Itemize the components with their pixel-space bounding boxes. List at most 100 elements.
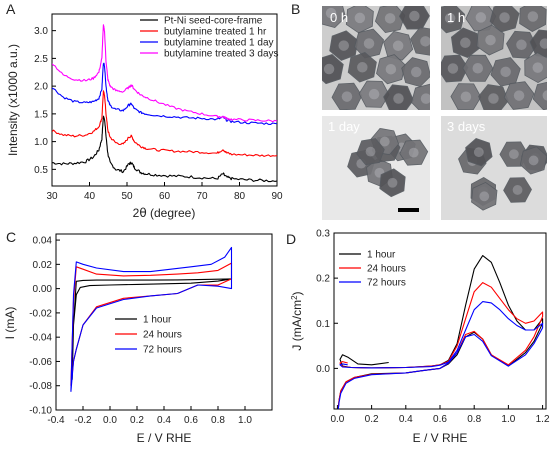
orr-x-tick-label: 0.0 xyxy=(330,414,344,425)
panel-label-b: B xyxy=(291,1,300,17)
xrd-y-tick-label: 2.5 xyxy=(34,54,48,65)
tem-particles xyxy=(458,138,547,211)
orr-x-tick-label: 0.6 xyxy=(433,414,447,425)
orr-y-axis-title: J (mA/cm2) xyxy=(290,291,304,350)
tem-nanoframe-core xyxy=(354,12,366,24)
tem-nanoframe xyxy=(383,30,414,61)
tem-nanoframe xyxy=(524,52,547,84)
xrd-series-group xyxy=(52,24,277,183)
tem-image-1h xyxy=(441,6,547,110)
tem-nanoframe-core xyxy=(500,66,511,78)
tem-nanoframe-core xyxy=(542,90,547,101)
tem-nanoframe-core xyxy=(512,185,523,195)
tem-nanoframe-core xyxy=(325,7,337,19)
tem-nanoframe-core xyxy=(410,66,422,78)
xrd-chart: 30 40 50 60 70 80 90 0.5 1.0 1.5 2.0 2.5 3.0 Pt-Ni s… xyxy=(6,13,283,220)
tem-particles xyxy=(441,6,547,110)
xrd-y-tick-label: 0.5 xyxy=(34,165,48,176)
orr-legend-label: 24 hours xyxy=(367,264,406,275)
orr-plot-frame xyxy=(333,232,547,410)
cv-y-tick-label: -0.02 xyxy=(29,308,52,319)
orr-x-tick-label: 0.8 xyxy=(467,414,481,425)
tem-nanoframe xyxy=(490,57,521,87)
tem-label-1h: 1 h xyxy=(447,10,465,25)
cv-legend-label: 72 hours xyxy=(143,345,182,356)
tem-nanoframe xyxy=(503,177,532,203)
xrd-y-tick-label: 2.0 xyxy=(34,82,48,93)
cv-chart: -0.4 -0.2 0.0 0.2 0.4 0.6 0.8 1.0 -0.10 -0.08 -0.0… xyxy=(3,233,273,445)
orr-series-group xyxy=(337,255,544,409)
cv-series-1-hour xyxy=(71,278,233,380)
scale-bar xyxy=(398,208,419,212)
xrd-legend-label: butylamine treated 1 day xyxy=(164,38,274,49)
tem-nanoframe-core xyxy=(385,63,397,75)
tem-nanoframe-core xyxy=(387,177,398,188)
tem-nanoframe-core xyxy=(532,62,544,73)
orr-y-tick-label: 0.3 xyxy=(316,229,330,240)
orr-x-tick-label: 0.2 xyxy=(365,414,379,425)
tem-nanoframe-core xyxy=(475,12,487,23)
tem-nanoframe-core xyxy=(393,93,404,104)
tem-nanoframe-core xyxy=(485,34,496,46)
tem-nanoframe xyxy=(356,138,385,166)
xrd-y-tick-label: 1.5 xyxy=(34,109,48,120)
xrd-x-axis-title-part: 2 xyxy=(133,206,140,220)
orr-legend: 1 hour 24 hours 72 hours xyxy=(339,250,406,289)
tem-nanoframe-core xyxy=(444,13,456,24)
cv-x-tick-label: -0.2 xyxy=(74,415,92,426)
cv-y-tick-label: -0.08 xyxy=(29,381,52,392)
tem-nanoframe-core xyxy=(420,36,430,47)
tem-label-3days: 3 days xyxy=(447,119,486,134)
tem-nanoframe-core xyxy=(368,88,380,100)
tem-micrograph-grid: 0 h 1 h 1 day 3 days xyxy=(322,6,547,220)
tem-image-3days xyxy=(441,116,547,220)
cv-y-tick-label: -0.10 xyxy=(29,406,52,417)
tem-nanoframe-core xyxy=(460,37,471,49)
xrd-series-butylamine-treated-1-hr xyxy=(52,90,277,157)
tem-nanoframe-core xyxy=(473,147,484,158)
xrd-y-axis-title: Intensity (x1000 a.u.) xyxy=(6,44,20,156)
orr-y-tick-label: 0.1 xyxy=(316,319,330,330)
tem-nanoframe xyxy=(379,168,406,198)
xrd-x-tick-label: 40 xyxy=(84,191,96,202)
tem-nanoframe xyxy=(322,53,344,85)
cv-y-tick-label: -0.06 xyxy=(29,357,52,368)
tem-nanoframe-core xyxy=(365,146,376,157)
cv-x-tick-label: 0.0 xyxy=(103,415,117,426)
xrd-x-axis-title-theta: θ xyxy=(139,206,146,220)
tem-nanoframe-core xyxy=(460,91,472,103)
tem-nanoframe xyxy=(347,52,377,83)
orr-chart: 0.0 0.2 0.4 0.6 0.8 1.0 1.2 0.0 0.1 0.2 0.3 1 hour… xyxy=(290,229,550,446)
cv-x-axis-title: E / V RHE xyxy=(137,431,192,445)
tem-nanoframe xyxy=(322,6,346,29)
tem-image-0h xyxy=(322,6,430,110)
xrd-x-tick-label: 70 xyxy=(196,191,208,202)
cv-legend: 1 hour 24 hours 72 hours xyxy=(115,315,182,356)
orr-x-tick-label: 1.2 xyxy=(536,414,550,425)
tem-nanoframe xyxy=(532,81,547,110)
cv-y-tick-label: 0.04 xyxy=(33,236,53,247)
tem-particles xyxy=(347,127,429,198)
panel-label-d: D xyxy=(286,231,296,247)
cv-x-tick-label: -0.4 xyxy=(47,415,65,426)
tem-label-0h: 0 h xyxy=(330,10,348,25)
tem-nanoframe-core xyxy=(379,136,390,147)
orr-x-tick-label: 0.4 xyxy=(399,414,413,425)
tem-nanoframe-core xyxy=(488,93,499,104)
xrd-x-tick-label: 50 xyxy=(121,191,133,202)
tem-nanoframe xyxy=(450,83,482,110)
tem-label-1day: 1 day xyxy=(328,119,360,134)
xrd-plot-frame xyxy=(51,13,278,187)
tem-nanoframe-core xyxy=(516,39,527,51)
tem-nanoframe-core xyxy=(408,147,419,158)
xrd-series-butylamine-treated-3-days xyxy=(52,24,277,123)
orr-legend-label: 72 hours xyxy=(367,278,406,289)
tem-nanoframe xyxy=(465,138,493,167)
xrd-axis-ticks: 30 40 50 60 70 80 90 0.5 1.0 1.5 2.0 2.5 3.0 xyxy=(34,26,283,202)
cv-x-tick-label: 0.2 xyxy=(130,415,144,426)
tem-nanoframe xyxy=(410,26,430,56)
cv-x-tick-label: 0.4 xyxy=(157,415,171,426)
cv-x-tick-label: 0.8 xyxy=(211,415,225,426)
panel-label-c: C xyxy=(6,229,16,245)
